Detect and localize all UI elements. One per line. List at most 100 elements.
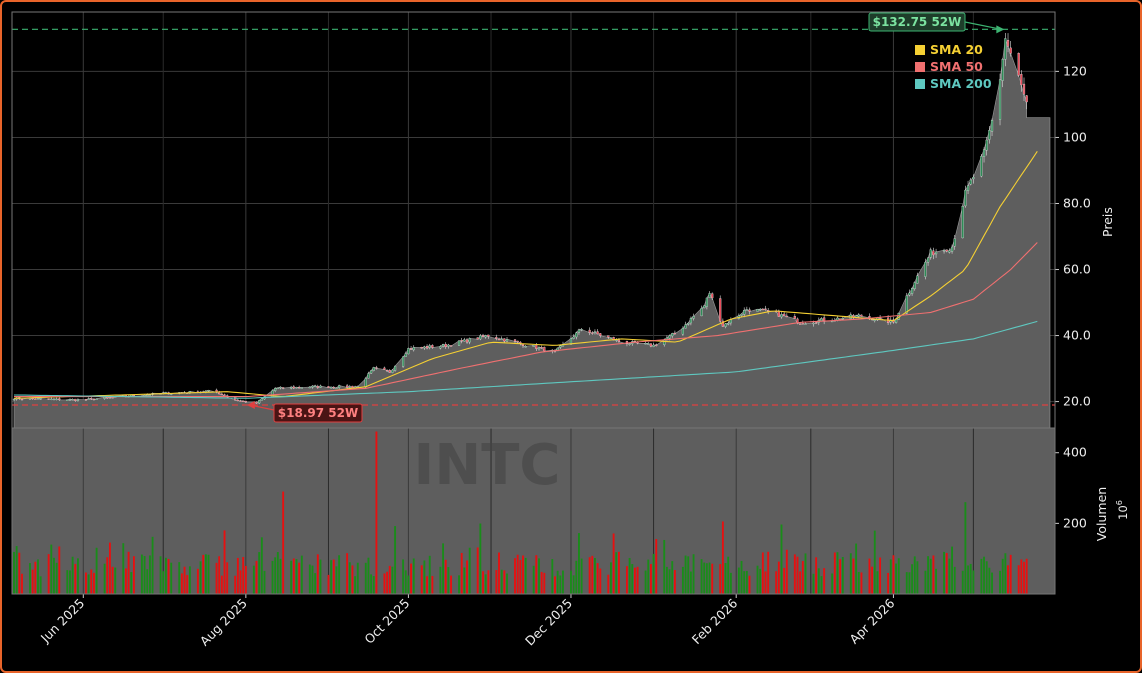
volume-bar [31, 569, 34, 594]
x-tick-label: Feb 2026 [689, 595, 741, 647]
volume-bar [13, 551, 15, 594]
volume-bar [780, 524, 783, 594]
candle-body [495, 336, 498, 339]
volume-bar [764, 571, 767, 594]
price-axis-label: Preis [1100, 207, 1115, 237]
candle-body [926, 257, 930, 263]
volume-bar [719, 564, 722, 594]
candle-body [487, 334, 490, 337]
volume-bar [967, 565, 969, 594]
volume-bar [1007, 565, 1009, 594]
volume-bar [466, 560, 468, 594]
volume-bar [90, 569, 93, 594]
volume-bar [34, 561, 37, 594]
volume-bar [852, 558, 855, 594]
volume-bar [482, 571, 484, 594]
volume-bar [66, 570, 69, 594]
volume-bar [889, 559, 892, 594]
candle-body [559, 345, 562, 348]
candle-body [609, 337, 613, 339]
candle-body [681, 328, 684, 335]
volume-bar [972, 570, 975, 594]
volume-bar [633, 567, 636, 594]
volume-bar [124, 568, 127, 594]
candle-body [300, 387, 303, 389]
candle-body [316, 386, 319, 388]
candle-body [330, 386, 333, 389]
candle-body [409, 348, 413, 350]
candle-body [841, 318, 844, 320]
volume-bar [948, 558, 951, 594]
candle-body [260, 398, 263, 401]
volume-bar [615, 552, 618, 594]
candle-body [812, 322, 815, 325]
volume-bar [887, 572, 890, 594]
volume-bar [663, 539, 666, 594]
volume-bar [932, 555, 935, 594]
candle-body [50, 398, 53, 400]
candle-body [1001, 59, 1004, 81]
candle-body [727, 323, 730, 325]
candle-body [1022, 83, 1026, 95]
candle-body [783, 313, 786, 317]
volume-scale-label: 106 [1115, 500, 1130, 520]
volume-bar [106, 557, 109, 594]
volume-bar [468, 547, 471, 594]
candle-body [71, 399, 74, 401]
candle-body [407, 348, 410, 355]
volume-bar [412, 558, 415, 594]
volume-bar [37, 559, 39, 594]
volume-bar [356, 562, 359, 594]
volume-bar [817, 568, 820, 594]
candle-body [929, 249, 932, 258]
volume-bar [708, 562, 711, 594]
volume-bar [647, 559, 650, 594]
candle-body [572, 336, 575, 339]
volume-bar [404, 570, 407, 594]
volume-bar [1017, 565, 1020, 594]
volume-bar [665, 566, 668, 594]
volume-bar [905, 572, 908, 594]
candle-body [599, 333, 602, 336]
volume-bar [234, 575, 237, 594]
volume-bar [479, 523, 482, 594]
volume-bar [522, 555, 524, 594]
volume-bar [777, 561, 780, 594]
volume-bar [591, 555, 594, 594]
candle-body [439, 346, 442, 349]
volume-bar [242, 557, 245, 594]
volume-bar [833, 552, 836, 594]
volume-bar [868, 558, 871, 594]
candle-body [220, 393, 223, 396]
candle-body [207, 390, 210, 392]
volume-bar [244, 565, 247, 594]
volume-bar [39, 576, 42, 594]
candle-body [537, 347, 541, 350]
volume-bar [570, 570, 572, 594]
volume-bar [823, 568, 826, 594]
candle-body [423, 346, 426, 349]
volume-bar [612, 533, 615, 594]
volume-bar [183, 566, 186, 594]
volume-bar [729, 572, 732, 594]
volume-bar [540, 571, 543, 594]
candle-body [942, 249, 946, 252]
volume-bar [218, 556, 221, 594]
volume-bar [556, 570, 559, 594]
volume-bar [711, 563, 714, 594]
candle-body [503, 338, 506, 342]
volume-bar [580, 558, 583, 594]
candle-body [311, 385, 314, 388]
volume-bar [572, 575, 575, 594]
volume-bar [815, 557, 818, 594]
volume-bar [276, 552, 279, 594]
volume-bar [783, 567, 786, 594]
volume-bar [204, 554, 207, 594]
candle-body [484, 335, 487, 338]
candle-body [761, 308, 764, 311]
volume-bar [122, 543, 125, 594]
candle-body [394, 365, 397, 371]
volume-bar [655, 539, 658, 594]
volume-bar [594, 558, 596, 594]
